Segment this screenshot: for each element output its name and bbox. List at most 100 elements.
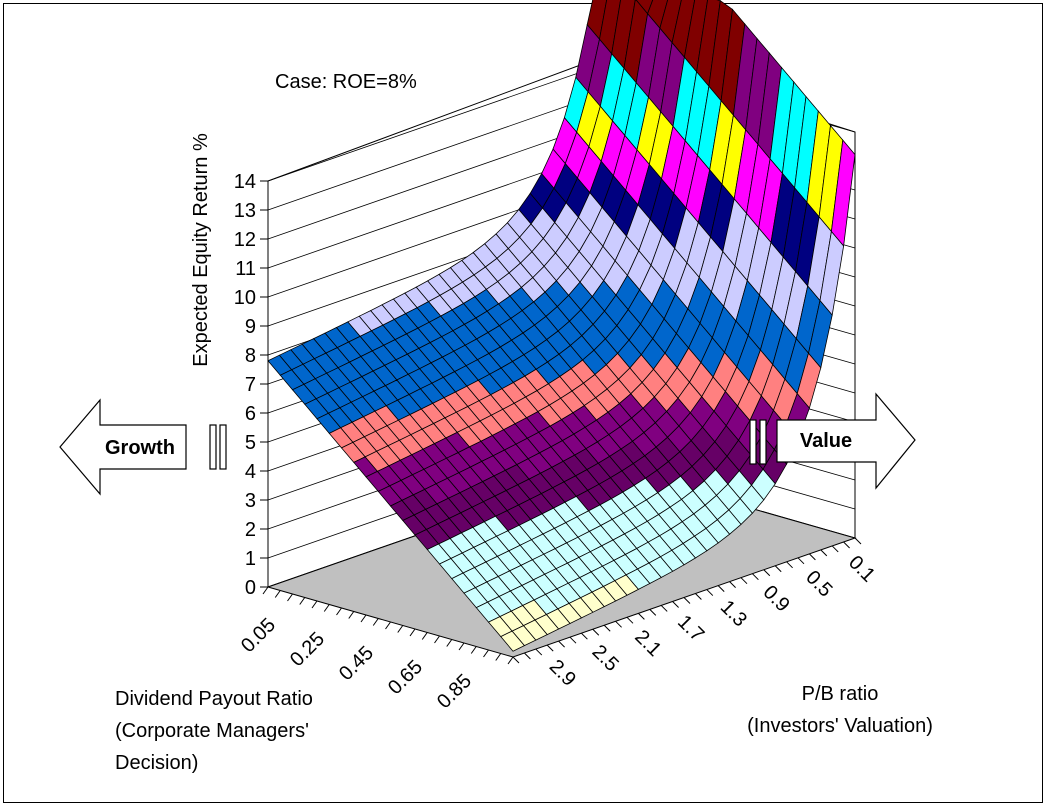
- payout-tick-mark: [421, 632, 428, 640]
- z-tick-label: 4: [245, 461, 256, 483]
- pb-tick-mark: [843, 541, 850, 549]
- value-arrow-shape: [776, 392, 916, 490]
- pb-tick-label: 0.1: [844, 551, 879, 586]
- value-arrow-label: Value: [800, 430, 852, 452]
- value-arrow-bar: [749, 419, 757, 465]
- payout-tick-mark: [434, 635, 440, 644]
- pb-tick-label: 0.9: [759, 581, 794, 616]
- pb-tick-label: 1.3: [716, 596, 751, 631]
- payout-tick-mark: [274, 590, 281, 598]
- pb-tick-mark: [809, 553, 816, 561]
- z-tick-label: 0: [245, 577, 256, 599]
- payout-tick-mark: [458, 642, 465, 651]
- payout-tick-mark: [446, 639, 453, 647]
- growth-arrow-bar: [219, 424, 227, 470]
- pb-tick-mark: [660, 605, 668, 612]
- growth-arrow-label: Growth: [105, 437, 175, 459]
- z-tick-label: 5: [245, 432, 256, 454]
- pb-tick-label: 1.7: [673, 611, 708, 646]
- payout-tick-mark: [336, 607, 342, 616]
- x-axis-label-line: Decision): [115, 752, 198, 774]
- growth-arrow: Growth: [59, 398, 227, 496]
- pb-tick-mark: [638, 613, 645, 620]
- z-tick-label: 10: [234, 287, 256, 309]
- z-tick-label: 2: [245, 519, 256, 541]
- payout-tick-mark: [372, 618, 379, 626]
- z-axis-label: Expected Equity Return %: [190, 133, 212, 367]
- pb-tick-label: 0.5: [801, 566, 836, 601]
- pb-tick-mark: [763, 569, 771, 577]
- y-axis-label-line: P/B ratio: [802, 683, 879, 705]
- pb-tick-mark: [592, 628, 600, 636]
- y-axis-label: P/B ratio (Investors' Valuation): [747, 683, 933, 737]
- z-tick-label: 1: [245, 548, 256, 570]
- pb-tick-mark: [774, 565, 782, 573]
- pb-tick-mark: [626, 616, 634, 624]
- pb-tick-mark: [649, 609, 657, 616]
- pb-tick-mark: [831, 545, 839, 553]
- payout-tick-mark: [262, 586, 269, 595]
- z-tick-label: 8: [245, 345, 256, 367]
- z-tick-label: 13: [234, 200, 256, 222]
- pb-tick-mark: [603, 624, 611, 632]
- pb-tick-label: 2.9: [545, 656, 580, 691]
- pb-tick-label: 2.1: [630, 626, 665, 661]
- payout-tick-label: 0.65: [384, 656, 427, 699]
- y-axis-label-line: (Investors' Valuation): [747, 715, 933, 737]
- payout-tick-mark: [311, 600, 318, 609]
- x-axis-label: Dividend Payout Ratio (Corporate Manager…: [115, 688, 313, 774]
- payout-tick-label: 0.25: [286, 628, 329, 671]
- value-arrow-bar: [759, 419, 767, 465]
- z-tick-label: 7: [245, 374, 256, 396]
- z-tick-label: 3: [245, 490, 256, 512]
- surface-cell: [500, 630, 526, 652]
- payout-tick-label: 0.45: [335, 642, 378, 685]
- x-axis-label-line: (Corporate Managers': [115, 720, 309, 742]
- pb-tick-mark: [740, 577, 748, 585]
- growth-arrow-shape: [59, 398, 187, 496]
- pb-tick-mark: [512, 656, 520, 664]
- payout-tick-mark: [483, 649, 489, 658]
- pb-tick-mark: [752, 573, 759, 581]
- payout-tick-mark: [507, 656, 514, 665]
- z-tick-label: 6: [245, 403, 256, 425]
- payout-tick-mark: [385, 621, 391, 630]
- payout-tick-label: 0.85: [433, 670, 476, 713]
- pb-tick-label: 2.5: [588, 641, 623, 676]
- pb-tick-mark: [546, 644, 554, 652]
- pb-tick-mark: [558, 640, 565, 648]
- payout-tick-mark: [360, 614, 367, 623]
- case-annotation: Case: ROE=8%: [275, 71, 417, 93]
- payout-tick-label: 0.05: [237, 614, 280, 657]
- pb-tick-mark: [683, 597, 691, 604]
- z-tick-label: 14: [234, 171, 256, 193]
- pb-tick-mark: [569, 636, 577, 644]
- z-tick-label: 9: [245, 316, 256, 338]
- pb-tick-mark: [797, 557, 805, 565]
- pb-tick-mark: [524, 652, 531, 660]
- growth-arrow-bar: [209, 424, 217, 470]
- pb-tick-mark: [717, 585, 725, 592]
- payout-tick-mark: [397, 625, 404, 633]
- pb-tick-mark: [615, 620, 622, 628]
- pb-tick-mark: [535, 648, 543, 656]
- pb-tick-mark: [695, 593, 702, 600]
- pb-tick-mark: [729, 581, 736, 588]
- pb-tick-mark: [672, 601, 679, 608]
- payout-tick-mark: [409, 628, 416, 637]
- pb-tick-mark: [820, 549, 828, 557]
- payout-tick-mark: [323, 604, 330, 612]
- payout-tick-mark: [470, 646, 477, 654]
- surface-plot: [267, 0, 856, 652]
- x-axis-label-line: Dividend Payout Ratio: [115, 688, 313, 710]
- payout-tick-mark: [348, 611, 355, 619]
- payout-tick-mark: [299, 597, 306, 605]
- payout-tick-mark: [495, 653, 502, 661]
- pb-tick-mark: [581, 632, 588, 640]
- pb-tick-mark: [706, 589, 714, 596]
- z-tick-label: 12: [234, 229, 256, 251]
- value-arrow: Value: [749, 392, 916, 490]
- pb-tick-mark: [786, 561, 793, 569]
- pb-tick-mark: [854, 537, 862, 545]
